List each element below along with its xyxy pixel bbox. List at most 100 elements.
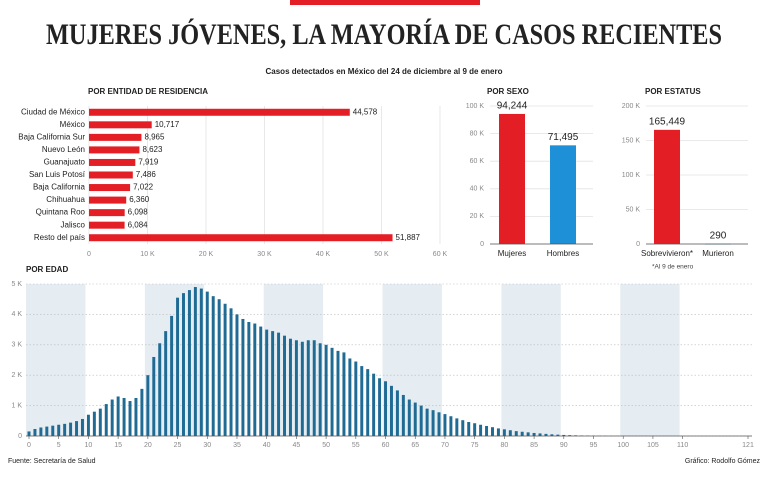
- bar: [366, 369, 370, 436]
- bar: [562, 434, 566, 436]
- value-label: 8,965: [144, 132, 165, 141]
- bar: [116, 396, 120, 436]
- bar: [92, 411, 96, 436]
- x-tick-label: 25: [174, 442, 182, 449]
- x-tick-label: 0: [27, 442, 31, 449]
- x-tick-label: 10: [85, 442, 93, 449]
- bar: [176, 297, 180, 436]
- y-tick-label: 40 K: [470, 186, 485, 193]
- x-tick-label: 121: [742, 442, 754, 449]
- bar: [39, 427, 43, 436]
- bar: [550, 145, 576, 244]
- x-tick-label: 100: [617, 442, 629, 449]
- x-tick-label: 50 K: [374, 251, 389, 258]
- y-tick-label: 0: [480, 241, 484, 248]
- y-tick-label: 0: [18, 433, 22, 440]
- bar: [146, 375, 150, 436]
- bar: [259, 326, 263, 436]
- x-tick-label: 60 K: [433, 251, 448, 258]
- bar: [277, 332, 281, 436]
- bar: [158, 343, 162, 436]
- x-tick-label: 105: [647, 442, 659, 449]
- category-label: Sobrevivieron*: [641, 249, 693, 258]
- bar: [199, 288, 203, 436]
- x-tick-label: 40 K: [316, 251, 331, 258]
- category-label: Resto del país: [34, 233, 85, 242]
- x-tick-label: 85: [530, 442, 538, 449]
- y-tick-label: 1 K: [11, 402, 22, 409]
- x-tick-label: 20: [144, 442, 152, 449]
- bar: [496, 428, 500, 436]
- value-label: 51,887: [396, 233, 421, 242]
- bar: [247, 322, 251, 436]
- category-label: Chihuahua: [46, 195, 85, 204]
- category-label: Baja California: [33, 183, 86, 192]
- bar: [306, 340, 310, 436]
- bar: [384, 381, 388, 436]
- bar: [485, 425, 489, 436]
- bar: [502, 429, 506, 436]
- bar: [51, 425, 55, 436]
- bar: [89, 196, 127, 204]
- bar: [187, 290, 191, 436]
- bar: [98, 408, 102, 436]
- bar: [443, 414, 447, 436]
- bar: [499, 113, 525, 244]
- x-tick-label: 10 K: [140, 251, 155, 258]
- value-label: 7,486: [136, 170, 157, 179]
- bar: [389, 385, 393, 436]
- credit: Gráfico: Rodolfo Gómez: [685, 458, 761, 465]
- x-tick-label: 80: [500, 442, 508, 449]
- bar: [437, 412, 441, 436]
- bar: [253, 323, 257, 436]
- x-tick-label: 0: [87, 251, 91, 258]
- bar: [89, 234, 393, 242]
- bar: [431, 410, 435, 436]
- bar: [473, 423, 477, 436]
- bar: [419, 405, 423, 436]
- x-tick-label: 70: [441, 442, 449, 449]
- value-label: 6,360: [129, 195, 150, 204]
- x-tick-label: 60: [382, 442, 390, 449]
- value-label: 290: [710, 230, 727, 241]
- bar: [508, 430, 512, 436]
- bar: [526, 432, 530, 436]
- bar: [467, 422, 471, 436]
- x-tick-label: 30: [203, 442, 211, 449]
- bar: [532, 432, 536, 436]
- y-tick-label: 60 K: [470, 158, 485, 165]
- value-label: 94,244: [497, 101, 528, 112]
- bar: [89, 121, 152, 129]
- chart-title: POR ESTATUS: [645, 87, 701, 96]
- bar: [86, 414, 90, 436]
- value-label: 6,084: [128, 220, 149, 229]
- chart-title: POR SEXO: [487, 87, 529, 96]
- y-tick-label: 100 K: [622, 172, 641, 179]
- category-label: Hombres: [547, 249, 579, 258]
- bar: [407, 399, 411, 436]
- value-label: 8,623: [142, 145, 163, 154]
- bar: [45, 426, 49, 436]
- x-tick-label: 20 K: [199, 251, 214, 258]
- bar: [395, 390, 399, 436]
- bar: [538, 433, 542, 436]
- y-tick-label: 50 K: [626, 206, 641, 213]
- bar: [193, 287, 197, 436]
- bar: [372, 373, 376, 436]
- category-label: Ciudad de México: [21, 107, 86, 116]
- shade-band: [620, 284, 680, 436]
- category-label: Nuevo León: [42, 145, 85, 154]
- x-tick-label: 40: [263, 442, 271, 449]
- bar: [104, 404, 108, 436]
- subtitle: Casos detectados en México del 24 de dic…: [266, 67, 503, 76]
- bar: [401, 394, 405, 436]
- bar: [455, 418, 459, 436]
- x-tick-label: 95: [590, 442, 598, 449]
- chart-title: POR ENTIDAD DE RESIDENCIA: [88, 87, 208, 96]
- bar: [283, 335, 286, 436]
- value-label: 71,495: [548, 132, 579, 143]
- bar: [556, 434, 560, 436]
- y-tick-label: 20 K: [470, 213, 485, 220]
- bar: [80, 418, 84, 436]
- bar: [491, 427, 494, 436]
